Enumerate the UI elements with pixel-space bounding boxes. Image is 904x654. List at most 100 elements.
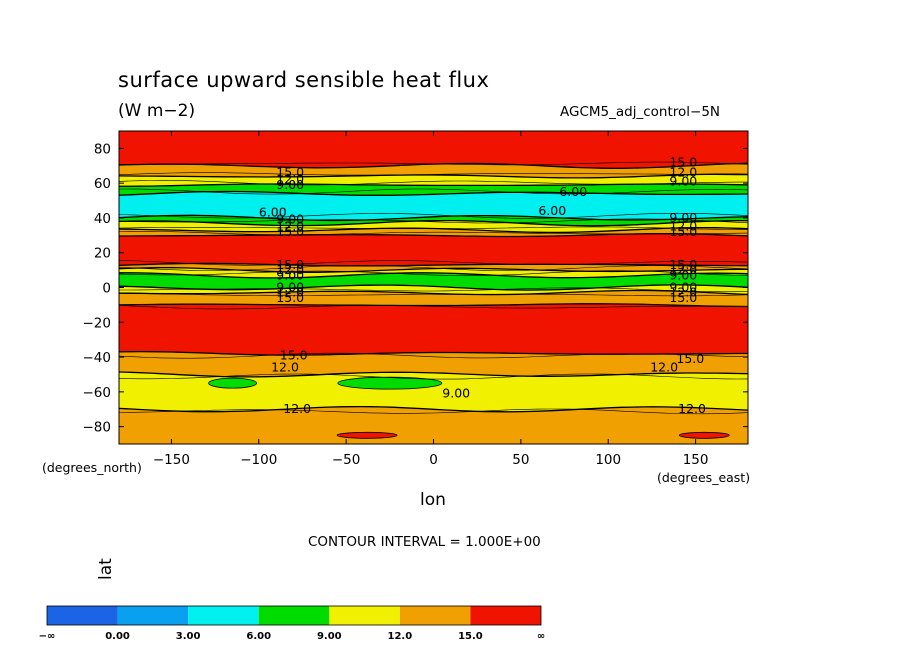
y-tick-label: 60	[94, 176, 111, 192]
contour-label: 6.00	[259, 205, 287, 220]
contour-line	[118, 270, 749, 276]
contour-label: 12.0	[669, 262, 697, 277]
contour-line	[118, 180, 749, 186]
contour-line	[118, 405, 749, 413]
red-region	[678, 431, 730, 439]
contour-label: 15.0	[276, 257, 304, 272]
contour-line	[118, 373, 749, 380]
contour-label: 9.00	[669, 210, 697, 225]
colorbar-label: 9.00	[317, 631, 342, 642]
contour-line	[118, 218, 749, 224]
contour-line	[118, 303, 749, 308]
contour-label: 9.00	[669, 280, 697, 295]
y-units-label: (degrees_north)	[42, 460, 142, 475]
x-units-label: (degrees_east)	[657, 470, 751, 485]
contour-label: 15.0	[669, 154, 697, 169]
contour-label: 12.0	[276, 285, 304, 300]
contour-band	[119, 131, 748, 169]
cyan-region	[163, 196, 284, 215]
contour-interval-label: CONTOUR INTERVAL = 1.000E+00	[308, 534, 541, 550]
contour-line	[118, 172, 748, 176]
contour-band	[119, 163, 748, 178]
contour-label: 15.0	[676, 351, 704, 366]
contour-line	[118, 293, 749, 297]
red-region	[336, 431, 398, 439]
contour-label: 12.0	[669, 285, 697, 300]
contour-line	[119, 272, 749, 279]
x-axis-label: lon	[420, 490, 446, 510]
colorbar-label: 3.00	[176, 631, 201, 642]
colorbar-swatch	[470, 606, 541, 625]
contour-line	[119, 188, 749, 195]
dataset-label: AGCM5_adj_control−5N	[560, 104, 721, 120]
colorbar-label: 6.00	[246, 631, 271, 642]
x-tick-label: −150	[153, 452, 190, 468]
contour-label: 9.00	[276, 280, 304, 295]
contour-label: 9.00	[276, 177, 304, 192]
contour-line	[118, 190, 749, 196]
contour-label: 15.0	[280, 347, 308, 362]
colorbar-frame	[46, 605, 542, 626]
y-tick-label: −40	[83, 350, 112, 366]
contour-label: 9.00	[276, 212, 304, 227]
contour-label: 12.0	[650, 359, 678, 374]
x-tick-label: −100	[240, 452, 277, 468]
colorbar-label: 15.0	[458, 631, 483, 642]
contour-line	[119, 287, 749, 293]
contour-band	[119, 303, 748, 356]
contour-band	[119, 372, 748, 412]
contour-label: 12.0	[678, 401, 706, 416]
x-tick-label: −50	[332, 452, 361, 468]
contour-label: 12.0	[669, 219, 697, 234]
contour-label: 6.00	[559, 184, 587, 199]
contour-band	[119, 272, 748, 291]
contour-label: 12.0	[276, 172, 304, 187]
contour-label: 15.0	[669, 224, 697, 239]
contour-label: 15.0	[276, 290, 304, 305]
green-region	[208, 377, 257, 389]
x-tick-label: 0	[429, 452, 438, 468]
colorbar-swatch	[329, 606, 400, 625]
contour-label: 9.00	[442, 386, 470, 401]
contour-label: 15.0	[669, 257, 697, 272]
contour-line	[118, 219, 748, 227]
contour-label: 6.00	[538, 203, 566, 218]
contour-label: 12.0	[276, 219, 304, 234]
contour-line	[118, 305, 749, 310]
contour-label: 9.00	[669, 267, 697, 282]
colorbar-swatch	[117, 606, 189, 625]
y-tick-label: −20	[83, 315, 112, 331]
contour-label: 12.0	[669, 165, 697, 180]
x-tick-label: 100	[595, 452, 621, 468]
cyan-region	[427, 194, 668, 217]
y-tick-label: 80	[94, 141, 111, 157]
contour-label: 15.0	[276, 165, 304, 180]
colorbar-label: 0.00	[105, 631, 130, 642]
contour-label: 12.0	[283, 401, 311, 416]
green-region	[337, 376, 443, 390]
contour-line	[118, 265, 749, 271]
contour-band	[119, 220, 748, 233]
contour-line	[119, 161, 749, 166]
chart-title: surface upward sensible heat flux	[118, 68, 490, 92]
contour-band	[119, 351, 748, 377]
contour-label: 15.0	[276, 224, 304, 239]
contour-label: 9.00	[276, 267, 304, 282]
contour-line	[118, 284, 749, 291]
colorbar-label: ∞	[537, 631, 545, 642]
contour-line	[118, 289, 749, 296]
colorbar-swatch	[258, 606, 330, 625]
contour-line	[118, 350, 748, 356]
contour-line	[118, 352, 749, 359]
contour-line	[118, 260, 749, 266]
contour-line	[118, 231, 749, 236]
contour-band	[119, 233, 748, 266]
contour-label: 12.0	[276, 262, 304, 277]
y-tick-label: −80	[83, 420, 112, 436]
colorbar-swatch	[399, 606, 471, 625]
contour-line	[118, 214, 749, 222]
y-tick-label: 0	[102, 281, 111, 297]
y-tick-label: 40	[94, 211, 111, 227]
contour-line	[118, 262, 749, 267]
